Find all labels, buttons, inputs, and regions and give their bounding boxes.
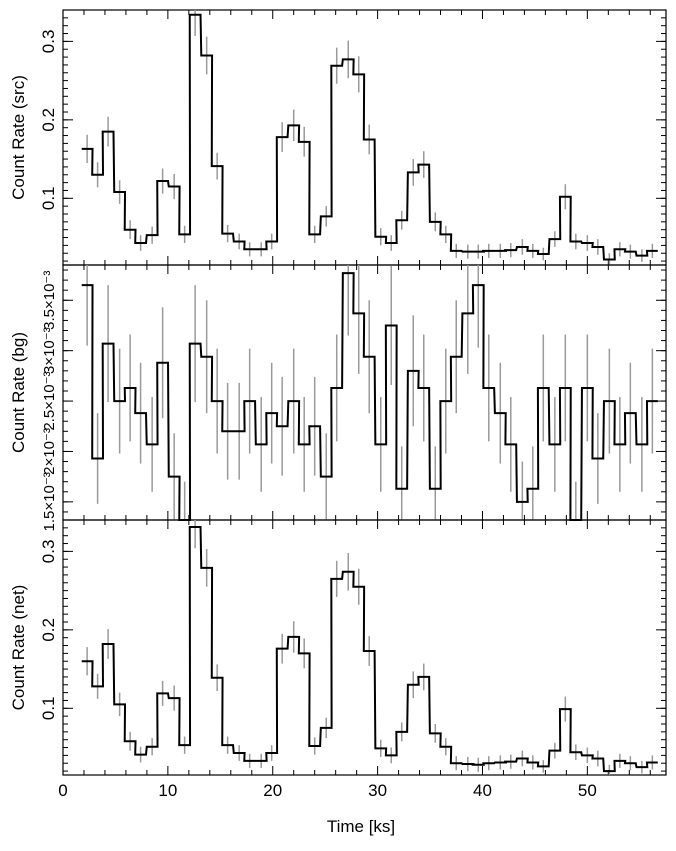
y-tick-label: 3×10⁻³ — [41, 327, 58, 374]
y-tick-label: 0.3 — [39, 30, 58, 54]
light-curve-step — [81, 13, 658, 261]
y-tick-label: 1.5×10⁻³ — [41, 472, 58, 531]
panel-2: 1.5×10⁻³2×10⁻³2.5×10⁻³3×10⁻³3.5×10⁻³ Coun… — [9, 264, 667, 531]
light-curve-step — [81, 272, 658, 521]
y-tick-label: 0.2 — [39, 618, 58, 642]
x-tick-label: 0 — [58, 781, 67, 800]
x-tick-label: 20 — [263, 781, 282, 800]
y-tick-label: 0.2 — [39, 108, 58, 132]
y-axis-label: Count Rate (src) — [9, 75, 28, 200]
y-axis-label: Count Rate (net) — [9, 585, 28, 711]
y-tick-label: 2×10⁻³ — [41, 428, 58, 475]
y-tick-label: 0.3 — [39, 540, 58, 564]
light-curve-step — [81, 526, 658, 773]
y-tick-label: 0.1 — [39, 186, 58, 210]
y-tick-label: 3.5×10⁻³ — [41, 271, 58, 330]
x-axis-label: Time [ks] — [327, 817, 395, 836]
x-tick-label: 50 — [578, 781, 597, 800]
x-tick-label: 30 — [368, 781, 387, 800]
y-axis-label: Count Rate (bg) — [9, 332, 28, 453]
y-tick-label: 2.5×10⁻³ — [41, 371, 58, 430]
panel-1: 0.1 0.2 0.3 Count Rate (src) — [9, 9, 667, 266]
x-tick-label: 40 — [473, 781, 492, 800]
x-tick-label: 10 — [158, 781, 177, 800]
panel-3: 0 10 20 30 40 50 0.1 0.2 0.3 Count Rate (net) — [9, 519, 667, 800]
panel-frame — [62, 519, 667, 776]
y-tick-label: 0.1 — [39, 696, 58, 720]
